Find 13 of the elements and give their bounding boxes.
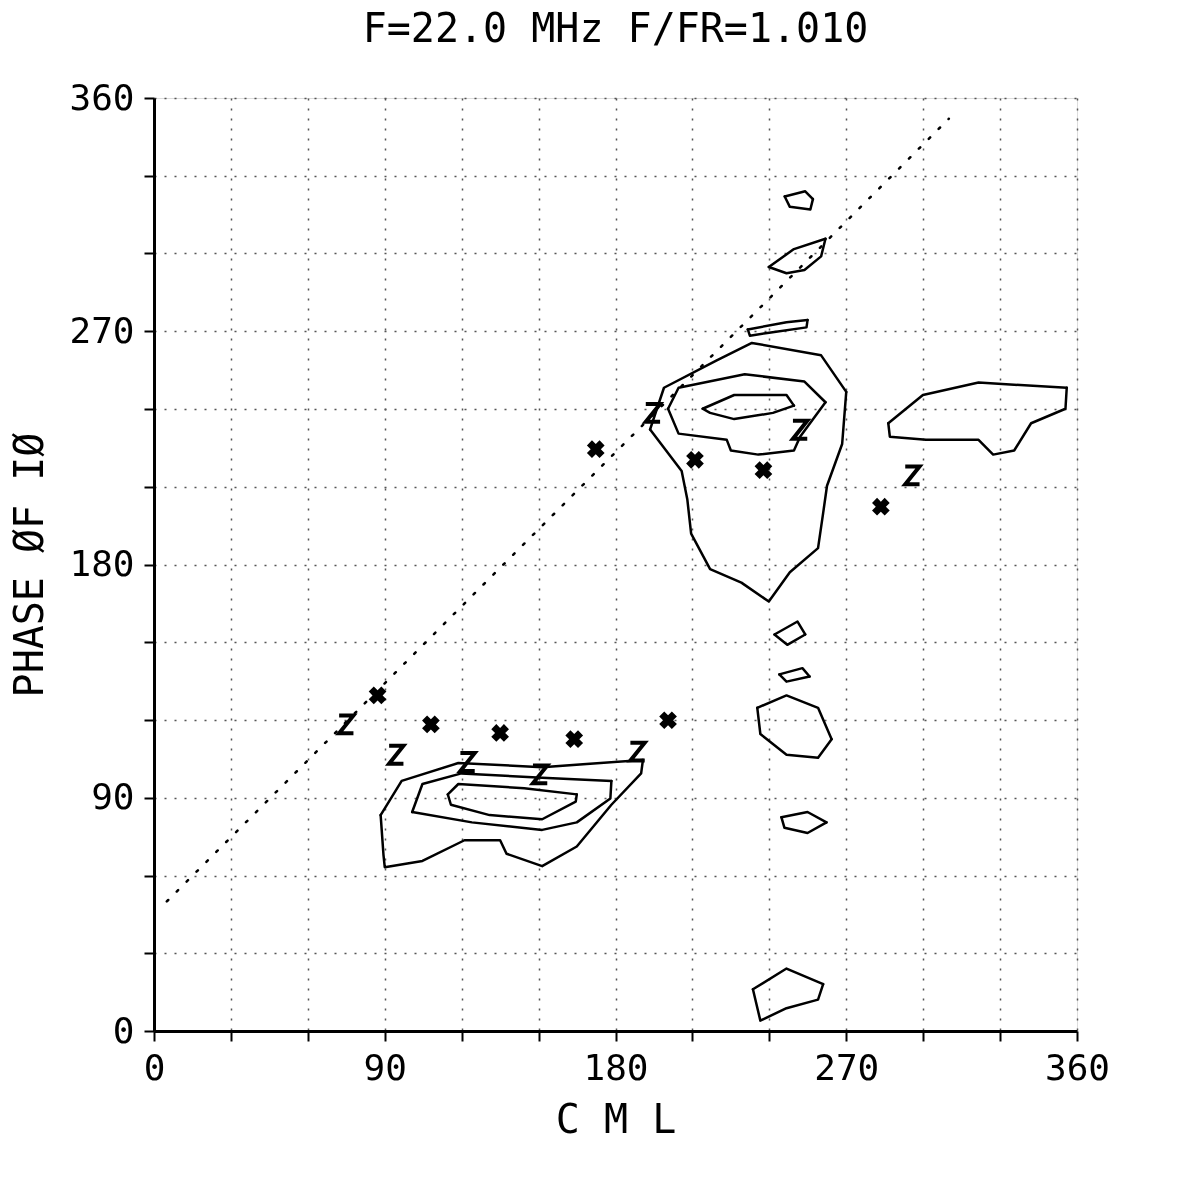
- chart-title: F=22.0 MHz F/FR=1.010: [362, 5, 869, 51]
- x-tick-label: 360: [1044, 1046, 1111, 1088]
- x-tick-label: 0: [143, 1046, 166, 1088]
- x-axis-title: C M L: [555, 1095, 677, 1142]
- y-axis-title: PHASE ØF IØ: [6, 432, 53, 698]
- y-tick-label: 90: [91, 776, 135, 818]
- y-tick-label: 0: [112, 1009, 135, 1051]
- x-tick-label: 270: [814, 1046, 880, 1088]
- y-tick-label: 180: [69, 543, 135, 584]
- y-tick-label: 360: [69, 76, 135, 118]
- x-tick-label: 180: [583, 1046, 649, 1088]
- x-tick-label: 90: [363, 1046, 407, 1088]
- y-tick-label: 270: [69, 309, 135, 351]
